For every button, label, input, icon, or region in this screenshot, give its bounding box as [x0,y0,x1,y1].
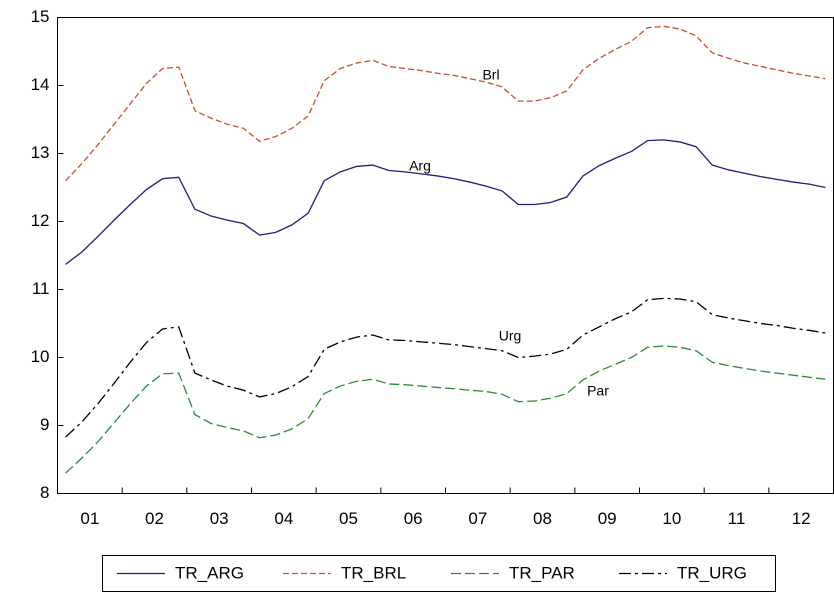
y-tick-label: 10 [31,347,50,366]
series-line [65,345,826,474]
legend-label: TR_ARG [175,563,244,582]
annotation: Urg [499,328,522,344]
y-tick-label: 11 [32,279,50,298]
series-line [65,25,826,182]
y-tick-label: 13 [31,143,50,162]
y-tick-label: 8 [40,483,49,502]
y-tick-label: 15 [31,7,50,26]
annotation: Arg [409,158,431,174]
series-line [65,297,826,438]
x-tick-label: 02 [145,509,164,528]
y-tick-label: 12 [31,211,50,230]
legend-label: TR_URG [677,563,747,582]
legend-label: TR_BRL [341,563,406,582]
x-tick-label: 12 [792,509,811,528]
legend-frame [102,555,776,592]
x-tick-label: 06 [404,509,423,528]
y-tick-label: 9 [40,415,49,434]
legend-label: TR_PAR [509,563,575,582]
annotation: Brl [482,67,499,83]
y-tick-label: 14 [31,75,50,94]
plot-frame [57,17,834,494]
x-tick-label: 09 [598,509,617,528]
x-tick-label: 10 [662,509,681,528]
x-tick-label: 01 [80,509,99,528]
x-tick-label: 04 [274,509,293,528]
x-tick-label: 07 [468,509,487,528]
series-line [65,139,826,265]
annotation: Par [587,383,609,399]
x-tick-label: 08 [533,509,552,528]
x-tick-label: 11 [728,509,746,528]
x-tick-label: 05 [339,509,358,528]
x-tick-label: 03 [210,509,229,528]
